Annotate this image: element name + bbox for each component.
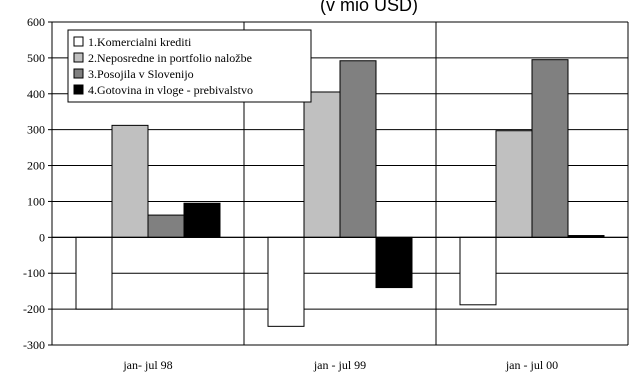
x-category-label: jan - jul 00: [505, 358, 558, 372]
chart-title-fragment: (v mio USD): [320, 0, 418, 15]
y-tick-label: -100: [23, 266, 45, 280]
bar: [303, 91, 341, 238]
legend-swatch: [73, 52, 84, 63]
legend: 1.Komercialni krediti 2.Neposredne in por…: [67, 29, 312, 103]
y-axis-ticks: -300 -200 -100 0 100 200 300 400 500 600: [23, 15, 52, 352]
legend-swatch: [73, 84, 84, 95]
y-tick-label: 400: [27, 87, 45, 101]
legend-box: [67, 29, 312, 103]
bar: [111, 124, 149, 238]
legend-label: 3.Posojila v Slovenijo: [88, 67, 194, 81]
y-tick-label: 500: [27, 51, 45, 65]
bar: [375, 236, 413, 289]
x-category-label: jan - jul 99: [313, 358, 366, 372]
legend-swatch: [73, 68, 84, 79]
bar: [147, 214, 185, 238]
y-tick-label: -200: [23, 302, 45, 316]
x-category-label: jan- jul 98: [122, 358, 172, 372]
y-tick-label: 300: [27, 123, 45, 137]
y-tick-label: 200: [27, 159, 45, 173]
y-tick-label: 600: [27, 15, 45, 29]
legend-label: 4.Gotovina in vloge - prebivalstvo: [88, 83, 253, 97]
bar: [339, 60, 377, 238]
bar: [183, 202, 221, 238]
bar: [75, 236, 113, 310]
y-tick-label: -300: [23, 338, 45, 352]
bar: [459, 236, 497, 306]
y-tick-label: 100: [27, 194, 45, 208]
x-axis-categories: jan- jul 98 jan - jul 99 jan - jul 00: [122, 358, 558, 372]
legend-swatch: [73, 36, 84, 47]
bar: [531, 59, 569, 238]
bar: [267, 236, 305, 327]
bar: [495, 130, 533, 238]
legend-label: 1.Komercialni krediti: [88, 35, 192, 49]
y-tick-label: 0: [39, 230, 45, 244]
legend-label: 2.Neposredne in portfolio naložbe: [88, 51, 252, 65]
